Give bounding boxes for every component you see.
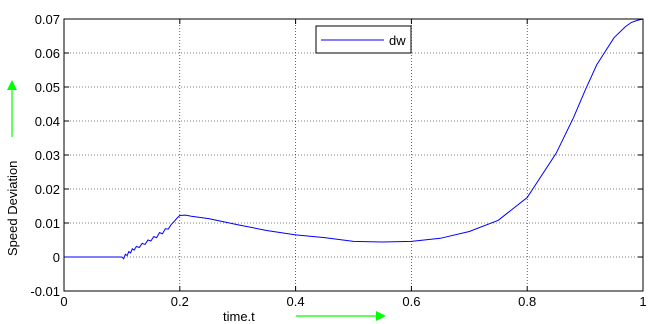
legend-entry-label: dw (389, 33, 406, 48)
y-tick-label: 0.01 (35, 216, 60, 231)
y-tick-labels: -0.01 0 0.01 0.02 0.03 0.04 0.05 0.06 0.07 (30, 12, 60, 299)
plot-frame (63, 18, 644, 292)
y-tick-label: 0.02 (35, 182, 60, 197)
series-group (64, 18, 644, 260)
y-tick-label: 0.05 (35, 80, 60, 95)
x-tick-label: 0.8 (518, 294, 536, 309)
x-tick-label: 0.6 (402, 294, 420, 309)
y-axis-arrow (7, 80, 17, 137)
y-tick-label: -0.01 (30, 284, 60, 299)
x-tick-label: 0 (60, 294, 67, 309)
x-axis-label: time.t (223, 309, 255, 324)
x-tick-label: 1 (639, 294, 646, 309)
y-tick-label: 0.07 (35, 12, 60, 27)
y-axis-label: Speed Deviation (5, 161, 20, 256)
y-tick-label: 0.06 (35, 46, 60, 61)
y-tick-label: 0.03 (35, 148, 60, 163)
x-tick-label: 0.4 (287, 294, 305, 309)
x-tick-label: 0.2 (171, 294, 189, 309)
x-axis-arrow (296, 311, 386, 321)
x-tick-labels: 0 0.2 0.4 0.6 0.8 1 (60, 294, 646, 309)
legend: dw (315, 25, 412, 54)
y-tick-label: 0 (53, 250, 60, 265)
y-tick-label: 0.04 (35, 114, 60, 129)
series-line-dw (64, 18, 644, 260)
